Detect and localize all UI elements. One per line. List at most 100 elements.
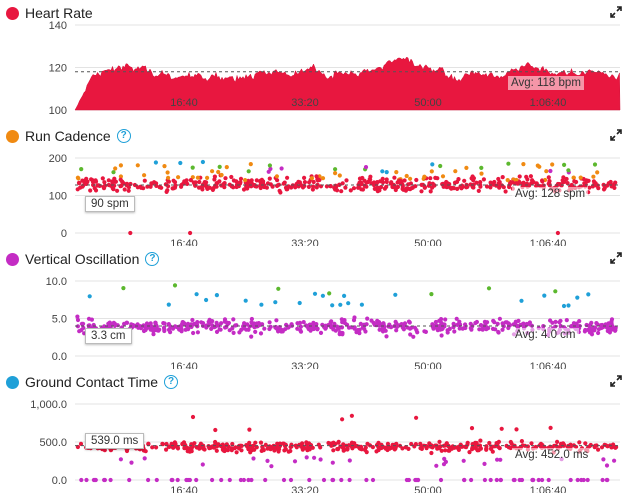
- data-point: [115, 188, 120, 193]
- data-point: [588, 443, 593, 448]
- data-point: [441, 184, 446, 189]
- data-point: [96, 183, 101, 188]
- data-point: [239, 448, 244, 453]
- data-point: [578, 175, 583, 180]
- data-point: [499, 426, 504, 431]
- data-point: [111, 170, 116, 175]
- data-point: [407, 326, 413, 331]
- data-point: [267, 176, 272, 181]
- data-point: [321, 477, 327, 483]
- run-cadence-legend-dot: [6, 129, 19, 143]
- data-point: [335, 188, 340, 193]
- run-cadence-title: Run Cadence: [25, 128, 111, 144]
- data-point: [254, 178, 259, 183]
- expand-icon[interactable]: [610, 129, 622, 141]
- x-tick-label: 16:40: [170, 97, 198, 109]
- y-tick-label: 5.0: [52, 314, 67, 326]
- heart-rate-legend-dot: [6, 6, 19, 20]
- data-point: [279, 166, 284, 171]
- help-icon[interactable]: ?: [145, 252, 160, 266]
- heart-rate-panel: Heart Rate 140 120 100 16:40 33:20 50:00 1:06:…: [0, 0, 632, 123]
- data-point: [365, 316, 370, 321]
- data-point: [445, 330, 450, 335]
- data-point: [311, 323, 316, 328]
- data-point: [437, 445, 442, 450]
- data-point: [593, 325, 598, 330]
- data-point: [362, 447, 368, 452]
- data-point: [370, 477, 376, 483]
- expand-icon[interactable]: [610, 6, 622, 18]
- data-point: [293, 185, 298, 190]
- data-point: [500, 175, 505, 180]
- data-point: [227, 477, 232, 483]
- data-point: [394, 328, 399, 333]
- data-point: [476, 188, 481, 193]
- data-point: [430, 322, 435, 327]
- data-point: [217, 327, 222, 332]
- data-point: [612, 458, 617, 463]
- data-point: [613, 180, 618, 185]
- expand-icon[interactable]: [610, 375, 622, 387]
- data-point: [404, 173, 409, 179]
- data-point: [339, 189, 344, 194]
- data-point: [587, 324, 592, 329]
- data-point: [230, 441, 235, 447]
- data-point: [474, 319, 479, 325]
- data-point: [93, 477, 98, 483]
- data-point: [376, 447, 381, 453]
- data-point: [178, 160, 183, 166]
- data-point: [276, 286, 281, 291]
- data-point: [127, 477, 132, 483]
- help-icon[interactable]: ?: [116, 129, 131, 143]
- data-point: [164, 447, 169, 452]
- data-point: [438, 477, 444, 483]
- data-point: [521, 183, 526, 188]
- data-point: [263, 477, 268, 483]
- data-point: [380, 326, 385, 331]
- data-point: [429, 169, 434, 174]
- data-point: [214, 320, 219, 325]
- data-point: [422, 185, 427, 190]
- data-point: [272, 448, 277, 453]
- data-point: [261, 179, 266, 184]
- data-point: [531, 477, 536, 483]
- data-point: [605, 444, 610, 449]
- data-point: [478, 438, 483, 443]
- data-point: [565, 181, 570, 186]
- data-point: [183, 327, 188, 332]
- data-point: [118, 457, 123, 462]
- data-point: [184, 477, 189, 483]
- data-point: [393, 292, 398, 297]
- data-point: [212, 443, 217, 448]
- data-point: [488, 446, 494, 451]
- data-point: [241, 477, 246, 483]
- data-point: [102, 180, 107, 185]
- help-icon[interactable]: ?: [164, 375, 179, 389]
- data-point: [454, 316, 459, 321]
- data-point: [519, 298, 524, 303]
- data-point: [122, 321, 127, 326]
- expand-icon[interactable]: [610, 252, 622, 264]
- data-point: [384, 334, 389, 339]
- data-point: [302, 175, 307, 180]
- data-point: [412, 325, 418, 330]
- data-point: [537, 164, 542, 169]
- data-point: [79, 477, 84, 483]
- data-point: [483, 321, 488, 326]
- data-point: [372, 186, 377, 191]
- data-point: [553, 289, 558, 294]
- data-point: [318, 445, 323, 450]
- data-point: [455, 179, 460, 184]
- x-tick-label: 1:06:40: [530, 361, 567, 369]
- data-point: [447, 326, 452, 331]
- data-point: [442, 443, 448, 448]
- data-point: [267, 320, 272, 325]
- data-point: [558, 318, 563, 323]
- data-point: [528, 174, 534, 179]
- y-tick-label: 100: [49, 191, 67, 203]
- data-point: [190, 317, 195, 323]
- data-point: [514, 181, 519, 186]
- data-point: [411, 334, 416, 339]
- data-point: [120, 179, 125, 184]
- data-point: [593, 443, 598, 448]
